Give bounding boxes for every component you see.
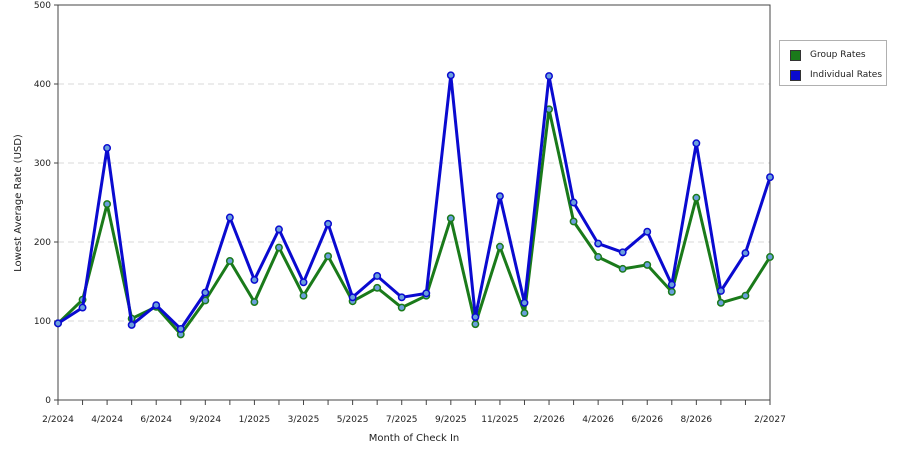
data-point [275, 243, 283, 252]
x-tick-label: 1/2025 [239, 415, 271, 425]
data-point [299, 291, 308, 300]
data-point [520, 298, 529, 307]
data-point [643, 227, 652, 236]
data-point [201, 288, 210, 297]
x-tick-label: 9/2025 [435, 415, 467, 425]
legend-label-individual-rates: Individual Rates [810, 70, 883, 80]
x-tick-label: 2/2027 [754, 415, 786, 425]
data-point [397, 303, 406, 312]
grid-lines [58, 83, 770, 322]
data-point [299, 278, 308, 287]
data-point [667, 280, 676, 289]
plot-frame [57, 4, 771, 401]
data-point [103, 200, 112, 209]
y-tick-label: 400 [34, 80, 51, 90]
series-group-rates [54, 105, 774, 339]
x-tick-label: 4/2026 [582, 415, 614, 425]
series-line [57, 73, 772, 331]
data-point [618, 264, 627, 273]
data-point [471, 313, 480, 321]
x-tick-label: 5/2025 [337, 415, 369, 425]
y-tick-label: 300 [34, 159, 51, 169]
data-point [520, 309, 529, 318]
x-tick-label: 4/2024 [91, 415, 123, 425]
legend-swatch-group-rates [790, 49, 801, 61]
legend: Group Rates Individual Rates [779, 40, 887, 86]
data-point [446, 71, 455, 80]
data-point [692, 193, 701, 202]
data-point [250, 298, 259, 306]
data-point [741, 249, 750, 258]
data-point [127, 321, 136, 329]
data-point [373, 272, 382, 280]
data-point [766, 173, 774, 182]
series-lines [54, 71, 774, 339]
data-point [495, 242, 504, 251]
data-point [225, 213, 234, 222]
data-point [78, 303, 87, 312]
data-point [716, 298, 725, 307]
data-point [569, 198, 578, 207]
data-point [643, 260, 652, 269]
x-tick-label: 8/2026 [681, 415, 713, 425]
data-point [716, 287, 725, 295]
data-point [324, 219, 333, 228]
data-point [373, 283, 382, 292]
x-axis-label: Month of Check In [369, 433, 460, 444]
data-point [103, 144, 112, 152]
tick-labels: 0 100 200 300 400 500 2/2024 4/2024 6/2024 9/2024… [34, 1, 786, 425]
legend-item-individual-rates: Individual Rates [790, 69, 882, 81]
x-tick-label: 11/2025 [481, 415, 518, 425]
data-point [397, 293, 406, 302]
data-point [741, 291, 750, 300]
axes [54, 4, 771, 405]
series-line [56, 107, 772, 336]
x-tick-label: 3/2025 [288, 415, 320, 425]
x-tick-label: 2/2026 [533, 415, 565, 425]
data-point [446, 214, 455, 223]
data-point [667, 287, 676, 296]
x-tick-label: 7/2025 [386, 415, 418, 425]
data-point [594, 239, 603, 248]
data-point [348, 293, 357, 302]
x-tick-label: 9/2024 [189, 415, 221, 425]
legend-item-group-rates: Group Rates [790, 49, 866, 61]
y-tick-label: 0 [45, 396, 51, 406]
data-point [201, 296, 210, 305]
y-axis-label: Lowest Average Rate (USD) [13, 134, 24, 272]
data-point [692, 139, 701, 148]
data-point [569, 217, 578, 226]
data-point [545, 72, 553, 81]
y-tick-label: 500 [34, 1, 51, 11]
x-tick-label: 6/2026 [631, 415, 663, 425]
data-point [275, 225, 283, 234]
data-point [471, 320, 480, 329]
legend-swatch-individual-rates [790, 69, 801, 81]
data-point [495, 192, 504, 201]
x-tick-label: 6/2024 [140, 415, 172, 425]
data-point [422, 289, 431, 298]
legend-label-group-rates: Group Rates [810, 50, 866, 60]
data-point [54, 319, 62, 328]
x-tick-label: 2/2024 [42, 415, 74, 425]
y-tick-label: 100 [34, 317, 51, 327]
data-point [250, 275, 259, 284]
data-point [152, 301, 161, 310]
data-point [766, 253, 774, 261]
data-point [324, 252, 333, 261]
series-individual-rates [54, 71, 774, 333]
data-point [594, 253, 603, 261]
data-point [225, 257, 234, 265]
data-point [176, 324, 185, 333]
data-point [618, 248, 627, 257]
y-tick-label: 200 [34, 238, 51, 248]
